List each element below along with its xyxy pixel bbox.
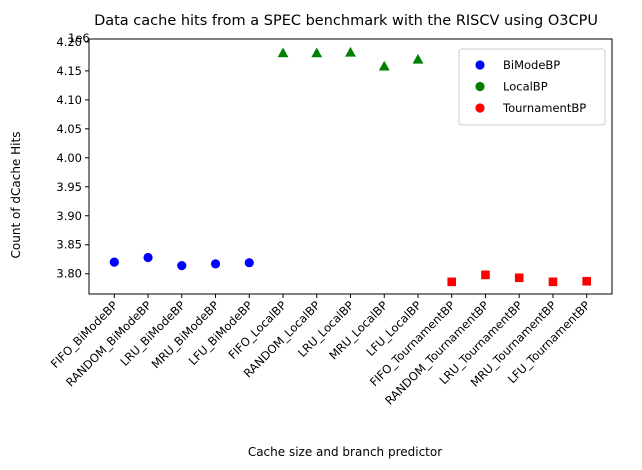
data-point-lru-bimodebp [177, 261, 187, 271]
y-tick-label: 4.00 [56, 151, 82, 165]
y-offset-label: 1e6 [68, 31, 90, 45]
y-tick-label: 3.80 [56, 267, 82, 281]
legend-marker-tournamentbp [475, 103, 485, 113]
y-tick-label: 3.90 [56, 209, 82, 223]
legend-marker-localbp [475, 81, 485, 92]
legend-label-localbp: LocalBP [503, 80, 548, 94]
data-point-fifo-bimodebp [109, 257, 119, 267]
data-point-lru-tournamentbp [514, 273, 524, 283]
y-tick-label: 3.85 [56, 238, 82, 252]
data-point-random-tournamentbp [481, 270, 490, 280]
legend-label-bimodebp: BiModeBP [503, 58, 560, 72]
data-point-lfu-bimodebp [244, 258, 254, 268]
legend: BiModeBP LocalBP TournamentBP [458, 48, 606, 126]
data-point-fifo-tournamentbp [447, 277, 457, 287]
data-point-lru-localbp [345, 46, 356, 57]
data-point-mru-tournamentbp [548, 277, 558, 287]
y-tick-label: 4.20 [56, 35, 82, 49]
y-tick-label: 4.15 [56, 64, 82, 78]
chart-title: Data cache hits from a SPEC benchmark wi… [94, 13, 598, 29]
data-point-fifo-localbp [277, 47, 289, 58]
data-point-lfu-tournamentbp [582, 276, 591, 286]
data-point-mru-bimodebp [210, 259, 221, 269]
y-tick-label: 3.95 [56, 180, 82, 194]
legend-label-tournamentbp: TournamentBP [502, 101, 586, 115]
data-point-lfu-localbp [412, 53, 424, 64]
x-axis-label: Cache size and branch predictor [248, 445, 442, 459]
y-axis-label: Count of dCache Hits [9, 132, 23, 259]
legend-box [458, 48, 606, 126]
data-point-random-bimodebp [143, 252, 153, 263]
y-tick-label: 4.10 [56, 93, 82, 107]
data-point-random-localbp [311, 47, 323, 58]
y-tick-label: 4.05 [56, 122, 82, 136]
data-point-mru-localbp [378, 60, 390, 71]
legend-marker-bimodebp [475, 60, 485, 70]
